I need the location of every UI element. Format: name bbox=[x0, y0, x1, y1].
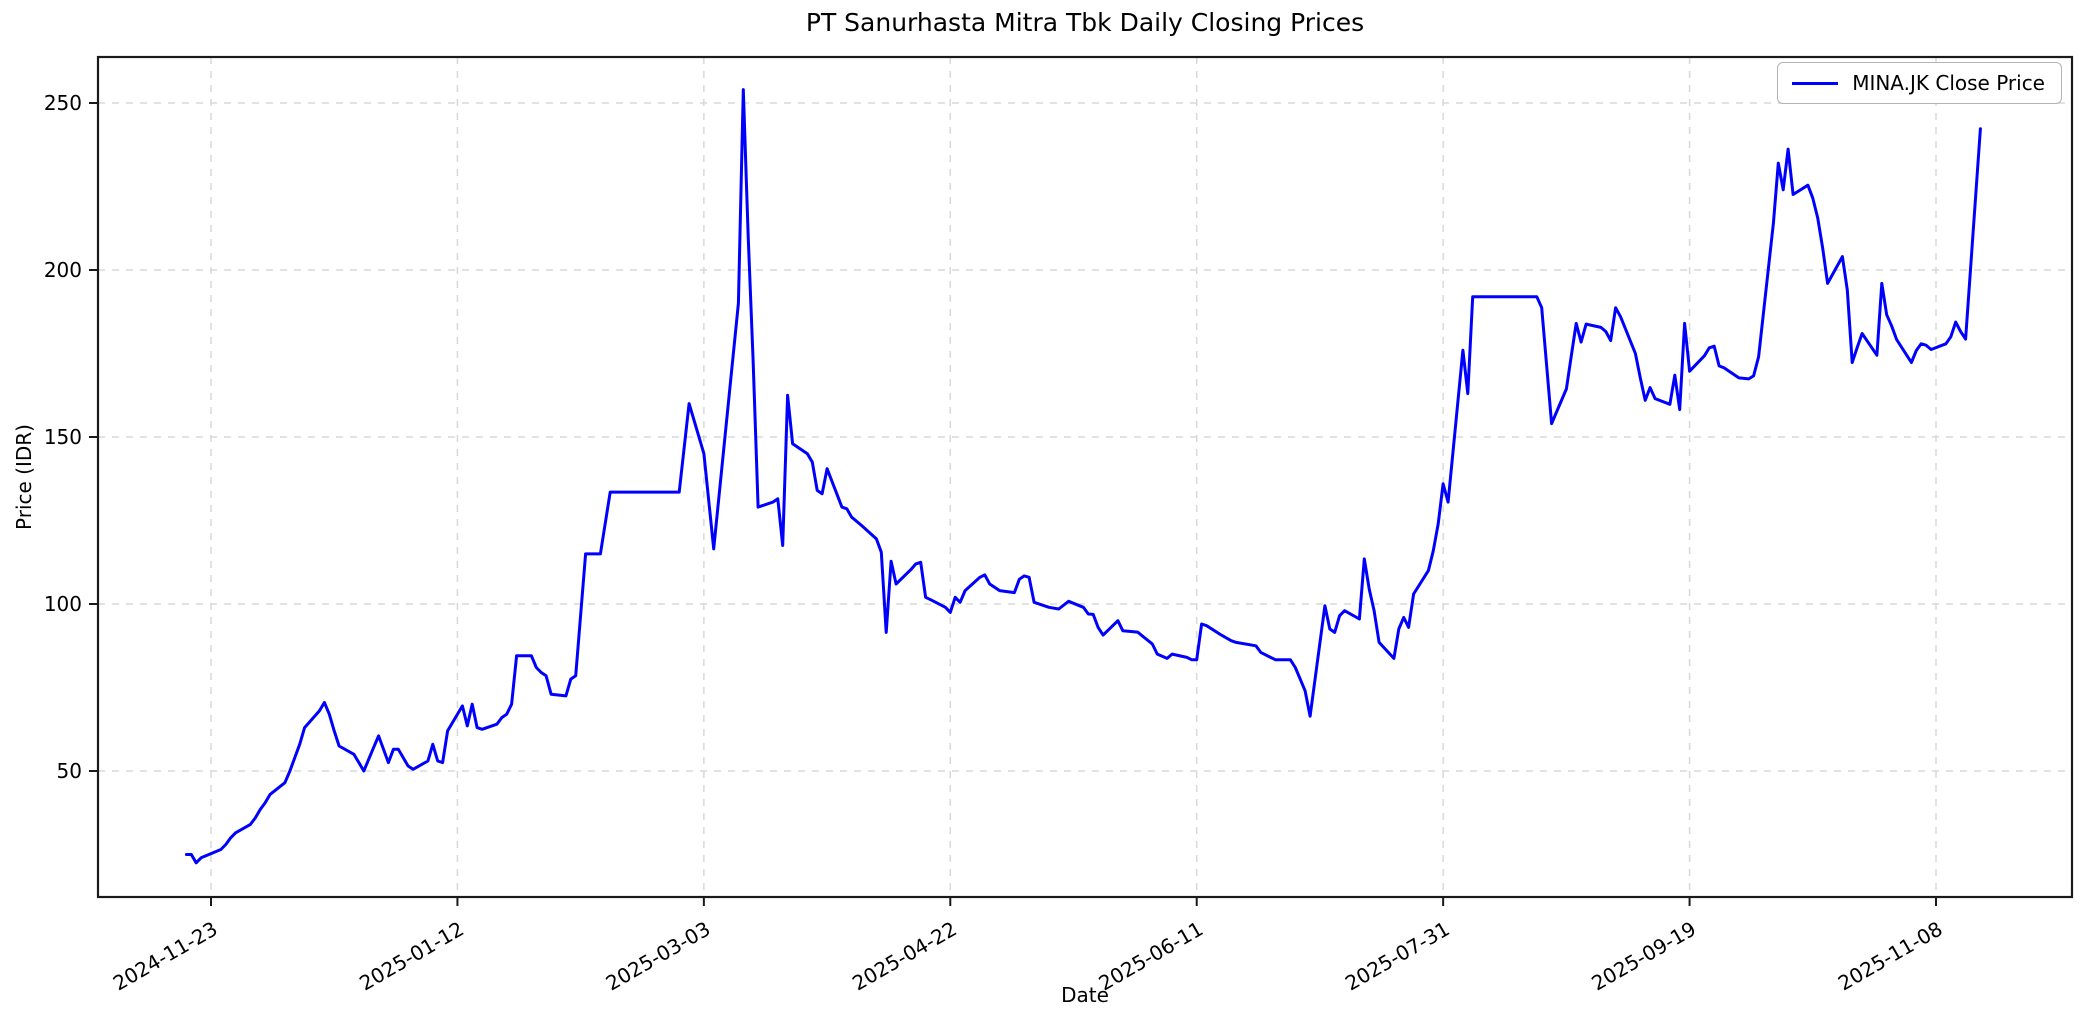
chart-title: PT Sanurhasta Mitra Tbk Daily Closing Pr… bbox=[805, 8, 1365, 37]
svg-text:200: 200 bbox=[44, 258, 82, 282]
svg-text:50: 50 bbox=[57, 759, 82, 783]
svg-text:100: 100 bbox=[44, 592, 82, 616]
legend-label: MINA.JK Close Price bbox=[1852, 71, 2045, 95]
x-axis-title: Date bbox=[1061, 983, 1109, 1007]
y-axis-title: Price (IDR) bbox=[12, 424, 36, 530]
legend: MINA.JK Close Price bbox=[1777, 62, 2062, 104]
legend-line-sample bbox=[1792, 81, 1839, 85]
svg-text:250: 250 bbox=[44, 91, 82, 115]
svg-text:150: 150 bbox=[44, 425, 82, 449]
